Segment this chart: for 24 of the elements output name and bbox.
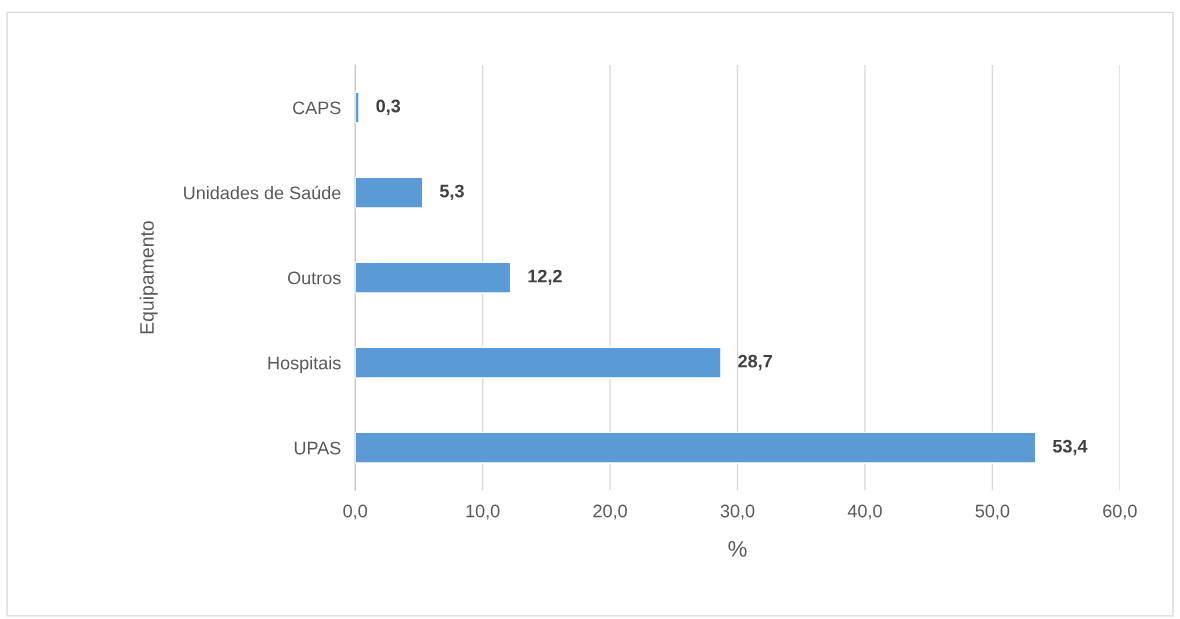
data-label: 0,3 [376, 99, 401, 115]
y-tick-label: Unidades de Saúde [184, 185, 341, 200]
y-tick-label: Outros [287, 271, 341, 285]
y-axis-title: Equipamento [139, 221, 158, 334]
bar [355, 261, 512, 294]
x-tick-label: 10,0 [466, 504, 500, 520]
data-label: 28,7 [738, 354, 772, 371]
bar [355, 91, 360, 124]
x-tick-label: 60,0 [1103, 504, 1137, 520]
y-tick-label: UPAS [294, 441, 341, 455]
bar [355, 431, 1037, 464]
x-tick-label: 40,0 [847, 504, 882, 520]
data-label: 53,4 [1052, 439, 1088, 456]
x-tick-label: 30,0 [720, 504, 755, 520]
x-tick-label: 50,0 [975, 504, 1010, 520]
x-tick-label: 20,0 [593, 504, 627, 520]
x-axis-title: % [728, 541, 747, 557]
data-label: 12,2 [528, 269, 562, 286]
bar [355, 346, 722, 379]
x-tick-label: 0,0 [343, 504, 368, 520]
bar [355, 176, 424, 209]
y-tick-label: Hospitais [268, 356, 341, 373]
y-tick-label: CAPS [293, 101, 341, 115]
data-label: 5,3 [439, 184, 464, 201]
